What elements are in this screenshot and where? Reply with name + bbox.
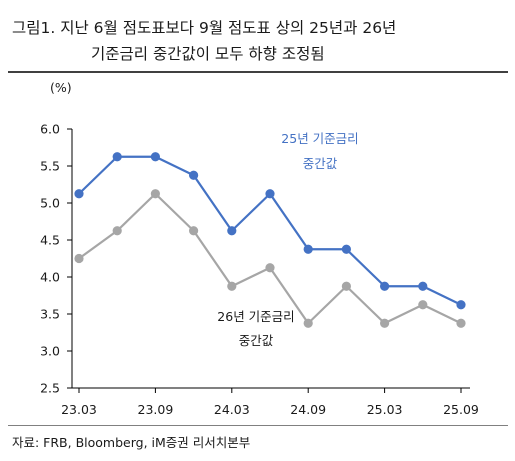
title-divider bbox=[8, 71, 508, 73]
series-26-label-line-2: 중간값 bbox=[239, 333, 274, 348]
data-point bbox=[265, 189, 275, 199]
y-tick-label: 6.0 bbox=[40, 122, 60, 137]
data-point bbox=[112, 226, 122, 236]
data-point bbox=[227, 281, 237, 291]
series-1 bbox=[74, 189, 466, 328]
y-tick-label: 4.5 bbox=[40, 233, 60, 248]
data-point bbox=[380, 318, 390, 328]
data-point bbox=[150, 189, 160, 199]
data-point bbox=[418, 281, 428, 291]
series-line bbox=[78, 192, 462, 325]
data-point bbox=[456, 300, 466, 310]
y-tick-label: 3.5 bbox=[40, 307, 60, 322]
y-axis: 2.5 3.0 3.5 4.0 4.5 5.0 5.5 6.0 bbox=[40, 122, 73, 396]
x-tick-label: 23.09 bbox=[138, 402, 174, 417]
x-axis: 23.03 23.09 24.03 24.09 25.03 25.09 bbox=[61, 387, 479, 417]
data-point bbox=[303, 244, 313, 254]
series-0 bbox=[74, 152, 466, 310]
series-25-label-line-1: 25년 기준금리 bbox=[281, 131, 358, 146]
x-tick-label: 23.03 bbox=[61, 402, 97, 417]
y-tick-label: 3.0 bbox=[40, 344, 60, 359]
source-divider bbox=[8, 425, 508, 426]
data-point bbox=[265, 263, 275, 273]
x-tick-label: 24.09 bbox=[290, 402, 326, 417]
line-chart: (%) 2.53.03.54.04.55.05.56.0 23.03 23.09 2… bbox=[40, 80, 479, 417]
series-25-label-line-2: 중간값 bbox=[303, 156, 338, 171]
data-point bbox=[189, 170, 199, 180]
x-tick-label: 24.03 bbox=[214, 402, 250, 417]
x-tick-label: 25.09 bbox=[443, 402, 479, 417]
data-point bbox=[380, 281, 390, 291]
series-26-label-line-1: 26년 기준금리 bbox=[217, 309, 294, 324]
data-point bbox=[341, 244, 351, 254]
x-tick-label: 25.03 bbox=[367, 402, 403, 417]
series-annotations: 25년 기준금리 중간값 26년 기준금리 중간값 bbox=[217, 131, 358, 348]
y-tick-label: 4.0 bbox=[40, 270, 60, 285]
y-tick-label: 5.0 bbox=[40, 196, 60, 211]
y-axis-unit-label: (%) bbox=[50, 80, 72, 95]
data-point bbox=[74, 253, 84, 264]
data-point bbox=[341, 281, 351, 291]
data-point bbox=[418, 300, 428, 310]
figure-title-line-1: 그림1. 지난 6월 점도표보다 9월 점도표 상의 25년과 26년 bbox=[12, 19, 397, 37]
series-line bbox=[78, 155, 462, 306]
data-point bbox=[189, 226, 199, 236]
data-point bbox=[227, 226, 237, 236]
y-tick-label: 5.5 bbox=[40, 159, 60, 174]
data-point bbox=[303, 318, 313, 328]
data-point bbox=[456, 318, 466, 328]
source-note: 자료: FRB, Bloomberg, iM증권 리서치본부 bbox=[12, 435, 251, 450]
data-point bbox=[74, 189, 84, 199]
data-point bbox=[150, 152, 160, 162]
figure-title-line-2: 기준금리 중간값이 모두 하향 조정됨 bbox=[91, 45, 325, 63]
y-tick-label: 2.5 bbox=[40, 381, 60, 396]
series-layer bbox=[74, 152, 466, 328]
data-point bbox=[112, 152, 122, 162]
